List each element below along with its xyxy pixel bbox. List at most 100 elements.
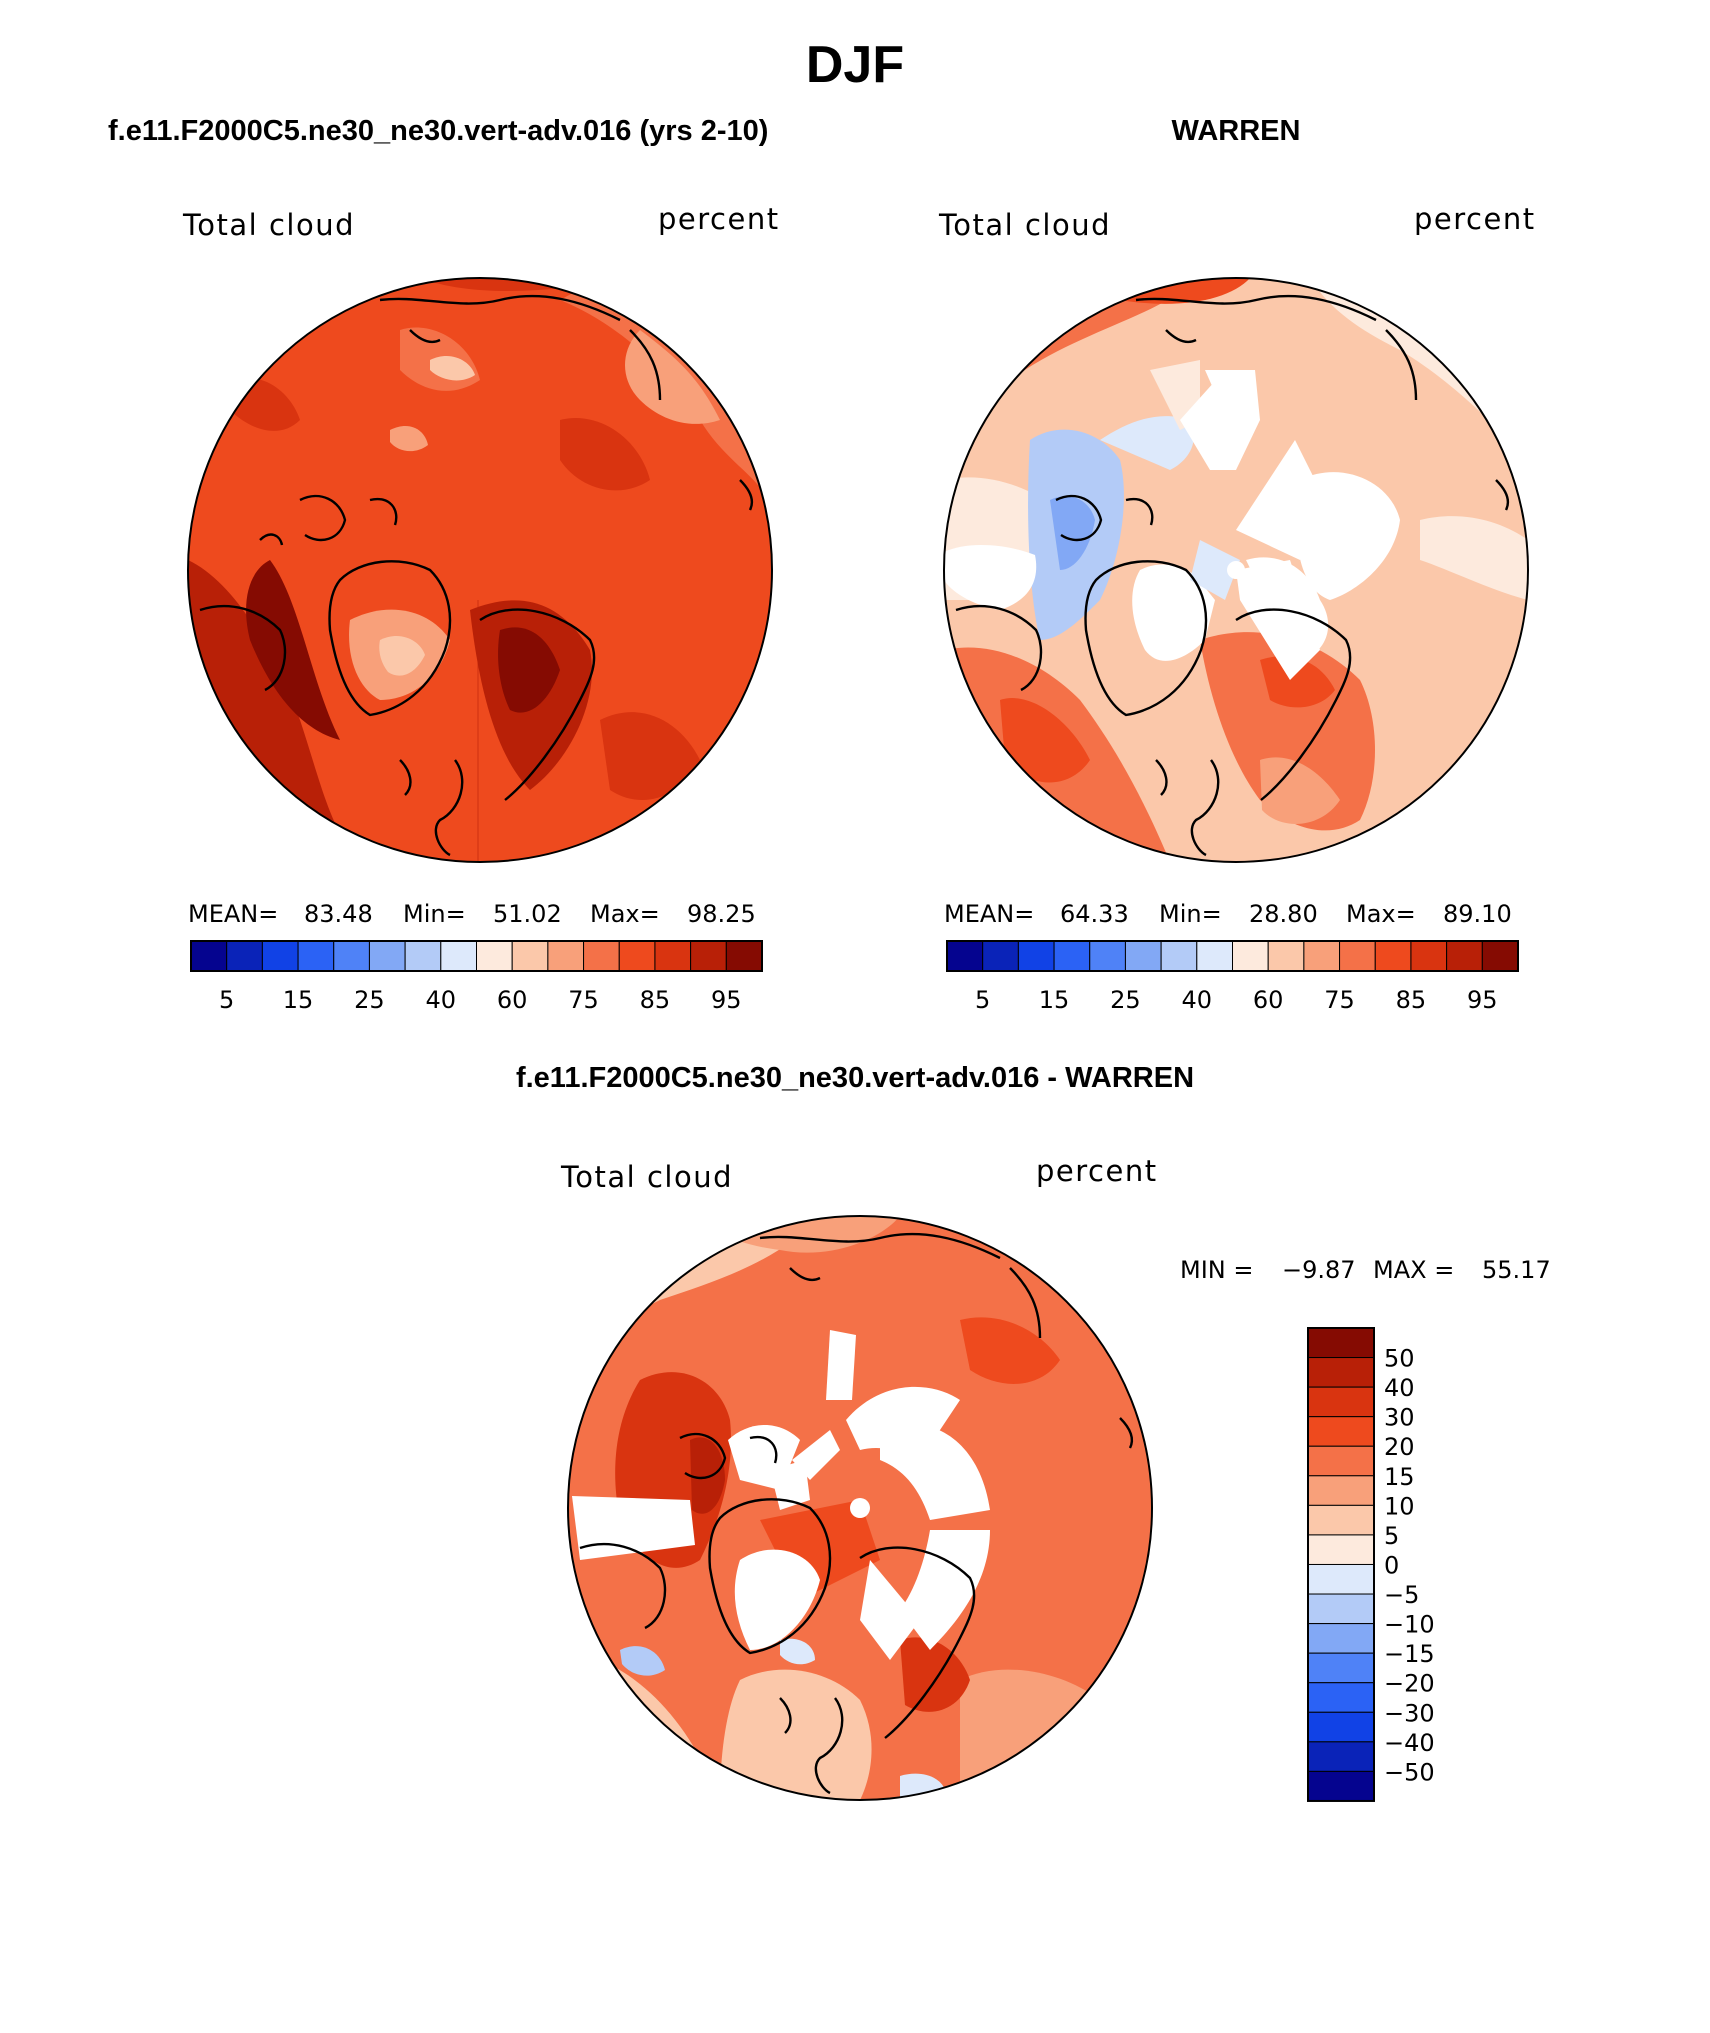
panel-diff-colorbar-cell <box>1307 1770 1375 1802</box>
panel-diff-heading: f.e11.F2000C5.ne30_ne30.vert-adv.016 - W… <box>516 1062 1194 1094</box>
panel-diff-colorbar-tick-label: 0 <box>1384 1551 1399 1579</box>
panel-obs-map-border <box>943 277 1529 863</box>
panel-model-colorbar-cell <box>690 940 727 972</box>
panel-diff-map-border <box>567 1215 1153 1801</box>
panel-diff-max-label: MAX = <box>1373 1256 1454 1284</box>
panel-diff-min-label: MIN = <box>1180 1256 1253 1284</box>
panel-model-colorbar-cell <box>261 940 299 972</box>
panel-model-stats: MEAN= 83.48 Min= 51.02 Max= 98.25 <box>188 900 756 928</box>
panel-obs-colorbar-tick-label: 85 <box>1396 986 1427 1014</box>
panel-model-colorbar-tick-label: 40 <box>426 986 457 1014</box>
panel-model-colorbar-cell <box>583 940 620 972</box>
panel-model-min-label: Min= <box>403 900 466 928</box>
panel-obs-colorbar-cell <box>1267 940 1305 972</box>
panel-model-colorbar-cell <box>725 940 763 972</box>
panel-obs-min-label: Min= <box>1159 900 1222 928</box>
panel-obs-colorbar-cell <box>1339 940 1376 972</box>
panel-diff-colorbar-tick-label: −5 <box>1384 1581 1419 1609</box>
panel-obs-colorbar-tick-label: 75 <box>1324 986 1355 1014</box>
panel-diff-map <box>568 1216 1152 1800</box>
panel-obs-colorbar-cell <box>1374 940 1412 972</box>
panel-diff-colorbar-cell <box>1307 1504 1375 1536</box>
panel-diff-colorbar-tick-label: −30 <box>1384 1699 1435 1727</box>
panel-obs-max-label: Max= <box>1346 900 1416 928</box>
panel-model-min-value: 51.02 <box>493 900 562 928</box>
panel-diff-colorbar-tick-label: 50 <box>1384 1345 1415 1373</box>
panel-obs-colorbar-tick-label: 40 <box>1182 986 1213 1014</box>
figure-title: DJF <box>806 36 904 94</box>
panel-obs-colorbar-cell <box>1410 940 1448 972</box>
panel-model-colorbar-cell <box>404 940 442 972</box>
panel-diff-colorbar-tick-label: −50 <box>1384 1758 1435 1786</box>
panel-diff-colorbar-tick-label: 20 <box>1384 1433 1415 1461</box>
panel-obs-colorbar-tick-label: 60 <box>1253 986 1284 1014</box>
panel-diff-colorbar-cell <box>1307 1327 1375 1359</box>
panel-diff-colorbar-cell <box>1307 1416 1375 1447</box>
panel-model-colorbar-tick-label: 60 <box>497 986 528 1014</box>
panel-obs-colorbar-cell <box>1446 940 1483 972</box>
panel-model-heading: f.e11.F2000C5.ne30_ne30.vert-adv.016 (yr… <box>108 115 768 147</box>
panel-model-colorbar-tick-label: 75 <box>568 986 599 1014</box>
panel-model-map-border <box>187 277 773 863</box>
panel-obs-colorbar-cell <box>1089 940 1126 972</box>
panel-obs-colorbar-cell <box>982 940 1019 972</box>
panel-obs-colorbar-tick-label: 5 <box>975 986 990 1014</box>
panel-model-colorbar-tick-label: 5 <box>219 986 234 1014</box>
panel-obs-colorbar-cell <box>1303 940 1341 972</box>
panel-model-colorbar-cell <box>440 940 477 972</box>
panel-diff-colorbar-cell <box>1307 1593 1375 1625</box>
panel-model-map <box>188 278 772 862</box>
panel-obs-colorbar <box>946 940 1519 972</box>
panel-diff-colorbar-tick-label: 10 <box>1384 1492 1415 1520</box>
panel-diff-colorbar-tick-label: 40 <box>1384 1374 1415 1402</box>
panel-obs-colorbar-cell <box>1124 940 1162 972</box>
panel-diff-colorbar-tick-label: −40 <box>1384 1729 1435 1757</box>
panel-obs-colorbar-cell <box>1160 940 1198 972</box>
panel-obs-map <box>944 278 1528 862</box>
panel-diff-colorbar-cell <box>1307 1741 1375 1772</box>
panel-diff-colorbar-cell <box>1307 1534 1375 1565</box>
panel-diff-variable-label: Total cloud <box>560 1160 733 1194</box>
panel-obs-heading: WARREN <box>1172 115 1301 147</box>
panel-diff: f.e11.F2000C5.ne30_ne30.vert-adv.016 - W… <box>516 1062 1551 1802</box>
panel-model-colorbar-ticks: 5 15 25 40 60 75 85 95 <box>219 986 742 1014</box>
panel-obs-max-value: 89.10 <box>1443 900 1512 928</box>
panel-diff-units-label: percent <box>1036 1154 1158 1188</box>
panel-diff-colorbar <box>1307 1327 1375 1802</box>
panel-obs-mean-label: MEAN= <box>944 900 1034 928</box>
panel-obs-colorbar-cell <box>1481 940 1519 972</box>
panel-obs-min-value: 28.80 <box>1249 900 1318 928</box>
panel-model-max-value: 98.25 <box>687 900 756 928</box>
panel-obs-stats: MEAN= 64.33 Min= 28.80 Max= 89.10 <box>944 900 1512 928</box>
panel-model-units-label: percent <box>658 202 780 236</box>
panel-model-colorbar-tick-label: 25 <box>354 986 385 1014</box>
panel-model-colorbar-tick-label: 95 <box>711 986 742 1014</box>
panel-model-colorbar-cell <box>226 940 263 972</box>
panel-diff-colorbar-cell <box>1307 1386 1375 1418</box>
panel-model-mean-value: 83.48 <box>304 900 373 928</box>
panel-model-colorbar-cell <box>618 940 656 972</box>
panel-obs-colorbar-cell <box>1232 940 1269 972</box>
panel-obs-colorbar-cell <box>1196 940 1233 972</box>
panel-model-colorbar-cell <box>297 940 335 972</box>
panel-obs-mean-value: 64.33 <box>1060 900 1129 928</box>
panel-diff-colorbar-cell <box>1307 1357 1375 1388</box>
panel-model-max-label: Max= <box>590 900 660 928</box>
panel-obs-colorbar-tick-label: 15 <box>1039 986 1070 1014</box>
panel-obs-variable-label: Total cloud <box>938 208 1111 242</box>
panel-obs-colorbar-cell <box>1017 940 1055 972</box>
panel-diff-colorbar-tick-label: −10 <box>1384 1611 1435 1639</box>
panel-model-colorbar-cell <box>476 940 513 972</box>
panel-obs-colorbar-cell <box>1053 940 1091 972</box>
panel-diff-colorbar-tick-label: −20 <box>1384 1670 1435 1698</box>
panel-model-colorbar-cell <box>368 940 406 972</box>
panel-model: f.e11.F2000C5.ne30_ne30.vert-adv.016 (yr… <box>108 115 780 1014</box>
panel-diff-colorbar-cell <box>1307 1475 1375 1506</box>
panel-diff-max-value: 55.17 <box>1482 1256 1551 1284</box>
panel-model-mean-label: MEAN= <box>188 900 278 928</box>
panel-obs-colorbar-cell <box>946 940 984 972</box>
panel-model-colorbar-tick-label: 15 <box>283 986 314 1014</box>
panel-diff-colorbar-cell <box>1307 1652 1375 1684</box>
panel-model-colorbar <box>190 940 763 972</box>
